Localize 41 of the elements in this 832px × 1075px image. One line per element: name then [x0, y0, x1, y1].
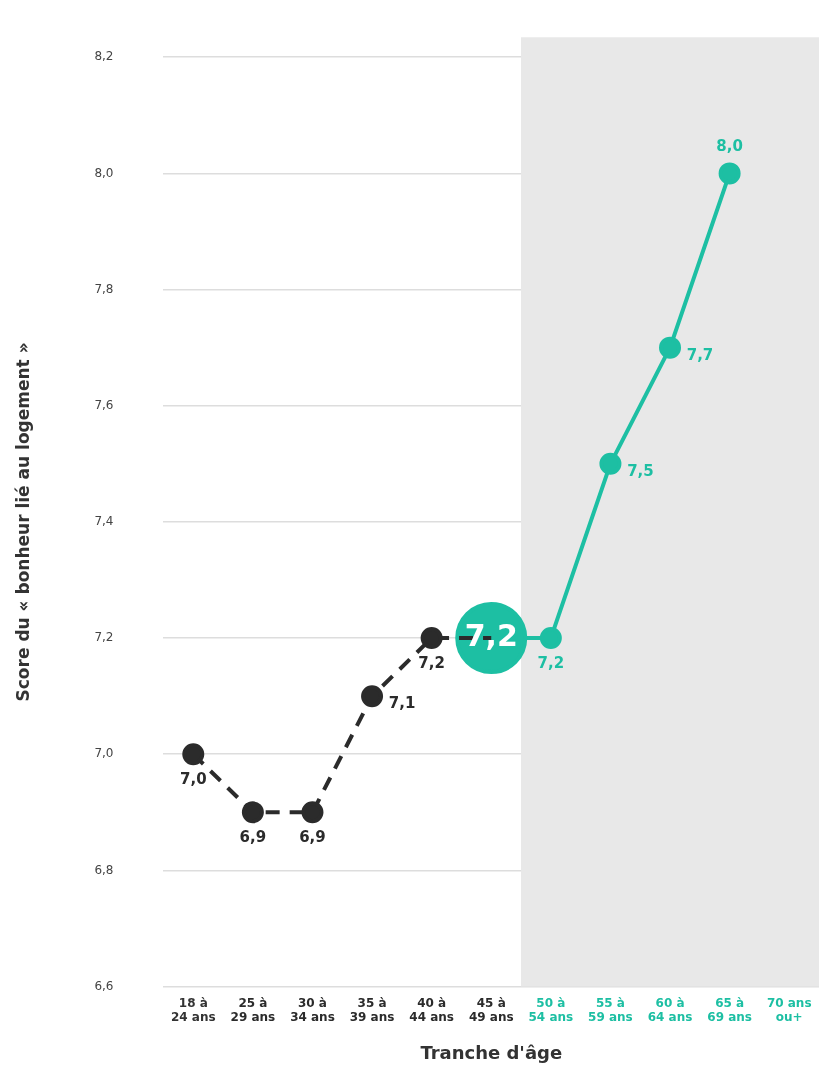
- x-tick-label: 40 à 44 ans: [409, 995, 454, 1025]
- x-tick-label: 65 à 69 ans: [707, 995, 752, 1025]
- y-tick-label: 7,8: [94, 281, 114, 296]
- point: [599, 452, 622, 475]
- point: [539, 627, 562, 650]
- y-tick-label: 6,8: [94, 862, 114, 877]
- data-label: 7,0: [179, 770, 207, 789]
- x-axis-title: Tranche d'âge: [420, 1041, 563, 1063]
- data-label: 7,2: [418, 653, 445, 672]
- x-tick-label: 18 à 24 ans: [170, 995, 216, 1025]
- x-tick-label: 50 à 54 ans: [528, 995, 574, 1025]
- y-tick-label: 8,0: [94, 165, 114, 180]
- point: [420, 627, 443, 650]
- point: [241, 801, 264, 824]
- point: [182, 743, 205, 766]
- x-tick-label: 25 à 29 ans: [230, 995, 276, 1025]
- point: [718, 162, 741, 185]
- data-label: 6,9: [299, 828, 326, 847]
- data-label: 8,0: [716, 137, 743, 156]
- data-label: 7,5: [627, 461, 654, 480]
- y-tick-label: 8,2: [94, 49, 114, 64]
- y-tick-label: 7,4: [94, 514, 114, 529]
- x-tick-label: 30 à 34 ans: [290, 995, 335, 1025]
- y-tick-label: 7,0: [94, 746, 114, 761]
- x-tick-label: 70 ans ou+: [766, 995, 812, 1025]
- data-label: 7,7: [686, 345, 714, 364]
- x-tick-label: 55 à 59 ans: [588, 995, 633, 1025]
- y-tick-label: 7,2: [94, 630, 114, 645]
- data-label: 7,2: [537, 653, 565, 672]
- point: [301, 801, 324, 824]
- x-tick-label: 60 à 64 ans: [647, 995, 693, 1025]
- x-tick-label: 45 à 49 ans: [468, 995, 514, 1025]
- point: [659, 336, 682, 359]
- data-label: 6,9: [239, 828, 267, 847]
- y-axis-title: Score du « bonheur lié au logement »: [12, 342, 33, 702]
- point: [361, 685, 384, 708]
- data-label: 7,1: [388, 694, 416, 713]
- x-tick-label: 35 à 39 ans: [349, 995, 395, 1025]
- data-label: 7,2: [464, 617, 518, 653]
- y-tick-label: 7,6: [94, 397, 114, 412]
- y-tick-label: 6,6: [94, 978, 114, 993]
